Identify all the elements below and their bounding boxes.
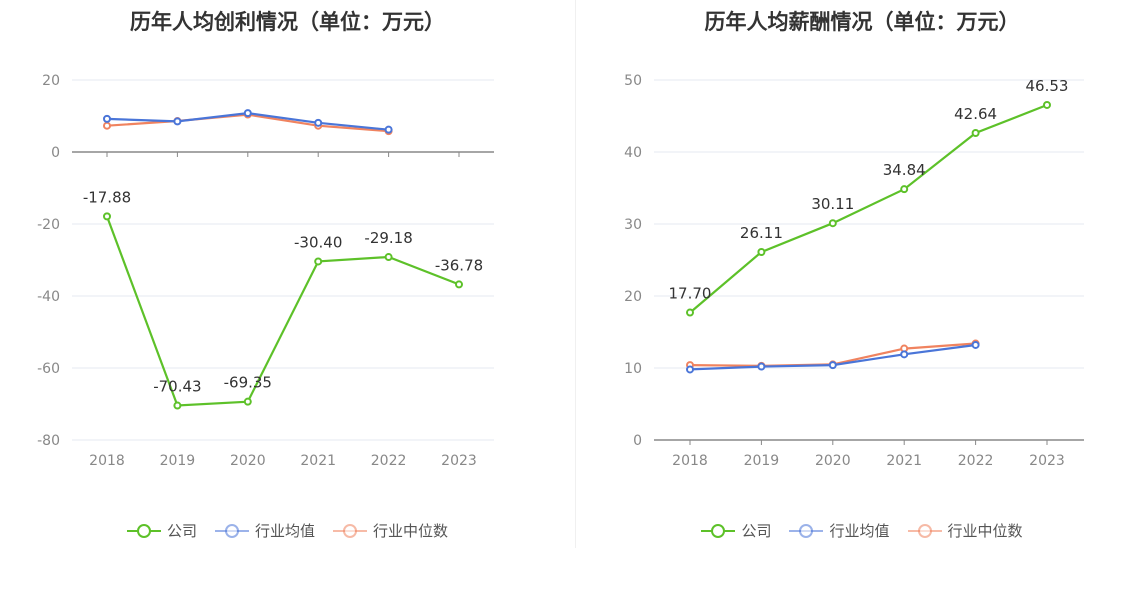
data-point-industry_avg [971, 340, 980, 349]
x-tick-label: 2018 [89, 453, 125, 469]
data-point-company [971, 128, 980, 137]
data-point-company [243, 397, 252, 406]
data-point-company [455, 280, 463, 289]
data-point-industry_avg [686, 365, 694, 374]
data-point-company [173, 401, 182, 410]
y-tick-label: -20 [37, 217, 60, 233]
legend-company-icon [701, 523, 736, 539]
y-tick-label: -60 [37, 361, 60, 377]
y-tick-label: 0 [633, 433, 642, 449]
data-point-industry_avg [314, 118, 323, 127]
data-label: 34.84 [883, 161, 926, 179]
data-point-industry_avg [243, 109, 252, 118]
legend-label: 行业中位数 [373, 522, 449, 540]
panel-divider [575, 0, 576, 548]
chart-title: 历年人均薪酬情况（单位：万元） [704, 10, 1020, 34]
legend-industry-median-icon [333, 523, 367, 539]
data-label: 46.53 [1026, 77, 1069, 95]
y-tick-label: 40 [624, 145, 642, 161]
legend-item-industry-avg[interactable]: 行业均值 [789, 520, 890, 541]
data-point-company [686, 308, 694, 317]
y-tick-label: 10 [624, 361, 642, 377]
data-label: -69.35 [224, 374, 272, 392]
x-tick-label: 2019 [160, 453, 196, 469]
legend-item-industry-median[interactable]: 行业中位数 [333, 520, 448, 541]
data-point-industry_avg [173, 117, 182, 126]
legend-item-industry-avg[interactable]: 行业均值 [214, 520, 315, 541]
legend-industry-avg-icon [214, 523, 249, 539]
data-label: 26.11 [740, 224, 783, 242]
data-label: -36.78 [435, 256, 483, 274]
data-point-industry_avg [757, 362, 766, 371]
x-tick-label: 2018 [672, 453, 708, 469]
y-tick-label: -40 [37, 289, 60, 305]
salary-per-capita-panel: 历年人均薪酬情况（单位：万元） 50 40 30 20 10 0 2018 2019 2020 2… [576, 0, 1148, 589]
legend-label: 行业均值 [254, 522, 315, 540]
series-line-company [105, 216, 460, 407]
x-tick-label: 2019 [744, 453, 780, 469]
chart-legend: 公司 行业均值 行业中位数 [576, 520, 1148, 541]
x-tick-label: 2021 [886, 453, 922, 469]
data-label: -17.88 [83, 188, 131, 206]
x-tick-label: 2023 [1029, 453, 1065, 469]
x-tick-label: 2023 [441, 453, 477, 469]
data-point-company [314, 257, 323, 266]
chart-title: 历年人均创利情况（单位：万元） [130, 10, 445, 34]
y-tick-label: 30 [624, 217, 642, 233]
data-point-company [828, 219, 837, 228]
legend-label: 行业中位数 [947, 522, 1023, 540]
data-point-industry_median [103, 121, 111, 130]
y-tick-label: 20 [624, 289, 642, 305]
legend-industry-median-icon [907, 523, 942, 539]
data-point-industry_avg [900, 350, 909, 359]
salary-per-capita-chart: 50 40 30 20 10 0 2018 2019 2020 2021 2022 2023 17.70… [624, 73, 1084, 469]
profit-per-capita-chart: 20 0 -20 -40 -60 -80 2018 2019 2020 2021 2022 2023 -… [37, 73, 494, 469]
x-tick-label: 2020 [230, 453, 266, 469]
y-tick-label: 0 [51, 145, 60, 161]
y-tick-label: 20 [42, 73, 60, 89]
profit-per-capita-panel: 历年人均创利情况（单位：万元） 20 0 -20 -40 -60 -80 2018 2019 2… [0, 10, 575, 541]
data-label: -29.18 [364, 229, 412, 247]
series-line-company [689, 103, 1048, 314]
data-point-industry_avg [828, 361, 837, 370]
data-point-industry_avg [384, 125, 393, 134]
legend-label: 公司 [741, 522, 772, 540]
data-point-company [757, 248, 766, 257]
chart-legend: 公司 行业均值 行业中位数 [0, 520, 575, 541]
x-tick-label: 2022 [371, 453, 407, 469]
data-point-company [900, 185, 909, 194]
data-label: 17.70 [669, 285, 712, 303]
x-tick-label: 2020 [815, 453, 851, 469]
legend-item-company[interactable]: 公司 [701, 520, 771, 541]
x-tick-label: 2021 [300, 453, 336, 469]
legend-item-industry-median[interactable]: 行业中位数 [907, 520, 1023, 541]
data-point-company [103, 212, 111, 221]
y-tick-label: 50 [624, 73, 642, 89]
legend-label: 公司 [166, 522, 197, 540]
data-label: -70.43 [153, 378, 201, 396]
data-label: 30.11 [811, 195, 854, 213]
data-point-company [1043, 100, 1051, 109]
legend-item-company[interactable]: 公司 [126, 520, 197, 541]
data-point-industry_avg [103, 114, 111, 123]
legend-company-icon [126, 523, 161, 539]
data-label: -30.40 [294, 233, 342, 251]
data-label: 42.64 [954, 105, 997, 123]
x-tick-label: 2022 [958, 453, 994, 469]
legend-label: 行业均值 [829, 522, 890, 540]
y-tick-label: -80 [37, 433, 60, 449]
data-point-company [384, 253, 393, 262]
legend-industry-avg-icon [789, 523, 824, 539]
